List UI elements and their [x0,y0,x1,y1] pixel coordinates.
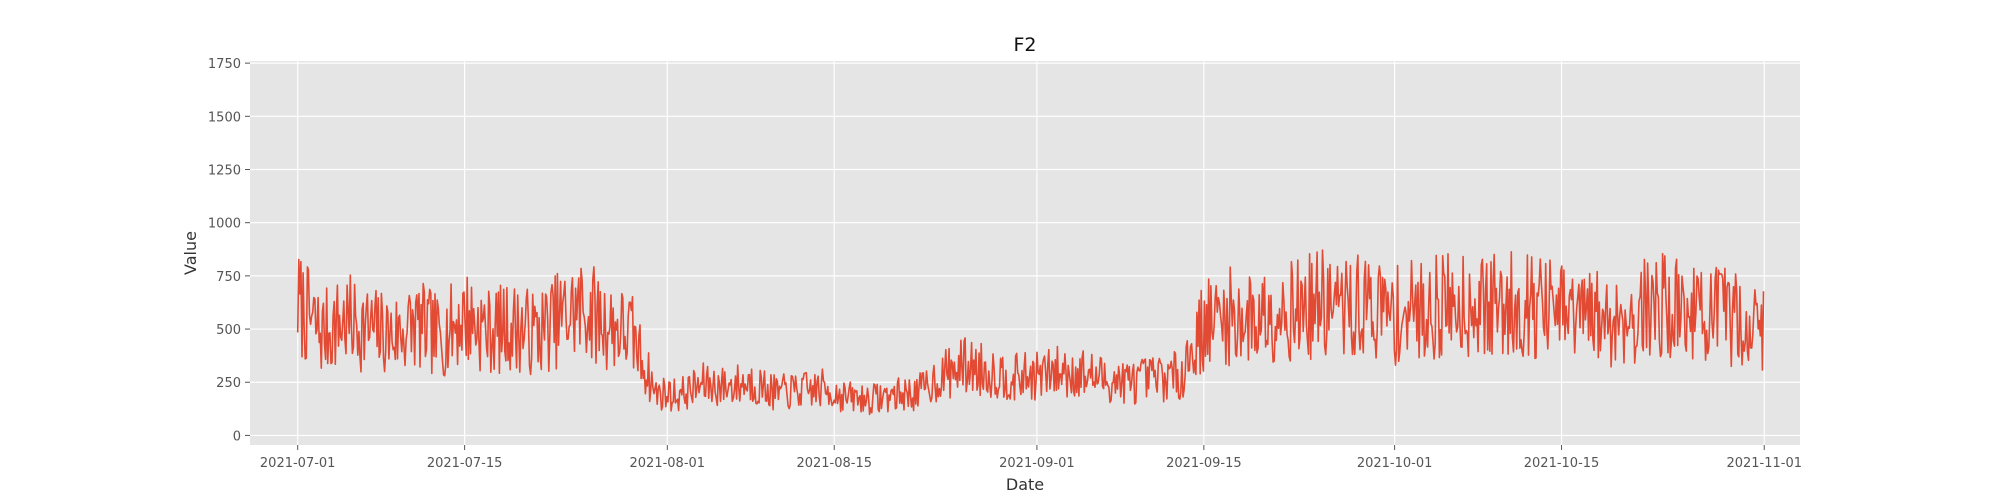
y-tick-label: 1750 [208,57,241,72]
plot-background [250,61,1800,445]
y-tick-label: 1500 [208,110,241,125]
y-tick-label: 0 [233,429,241,444]
axis-ticks: 2021-07-01 2021-07-15 2021-08-01 2021-08-15… [208,57,1802,471]
x-axis-label: Date [1006,475,1044,494]
x-tick-label: 2021-09-15 [1166,456,1242,471]
x-tick-label: 2021-10-15 [1524,456,1600,471]
y-tick-label: 500 [216,323,241,338]
y-tick-label: 1000 [208,217,241,232]
x-tick-label: 2021-08-01 [630,456,706,471]
series-line [296,249,1765,416]
chart-title: F2 [1013,34,1036,56]
x-tick-label: 2021-08-15 [796,456,872,471]
x-tick-label: 2021-09-01 [999,456,1075,471]
series-layer [296,249,1765,416]
x-tick-label: 2021-10-01 [1357,456,1433,471]
x-tick-label: 2021-11-01 [1726,456,1802,471]
x-tick-label: 2021-07-15 [427,456,503,471]
y-tick-label: 250 [216,376,241,391]
y-tick-label: 1250 [208,163,241,178]
y-tick-label: 750 [216,270,241,285]
y-axis-label: Value [181,231,200,275]
x-tick-label: 2021-07-01 [260,456,336,471]
